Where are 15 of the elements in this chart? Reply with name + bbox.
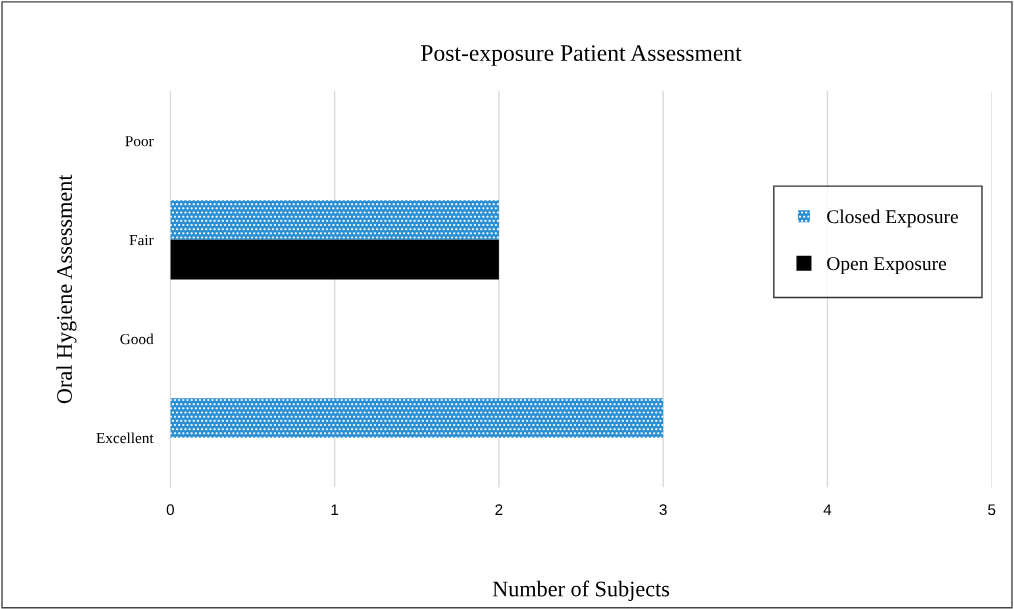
y-axis-title: Oral Hygiene Assessment: [56, 174, 77, 404]
y-tick-label: Excellent: [96, 432, 154, 444]
y-tick-label: Poor: [125, 136, 154, 147]
x-tick-label: 1: [331, 504, 339, 515]
chart-title: Post-exposure Patient Assessment: [421, 45, 742, 66]
x-tick-label: 0: [166, 504, 174, 516]
x-tick-label: 3: [659, 504, 667, 516]
x-tick-label: 4: [823, 504, 832, 515]
y-tick-label: Fair: [129, 234, 154, 246]
legend-label: Closed Exposure: [827, 209, 958, 228]
legend-label: Open Exposure: [827, 257, 947, 275]
y-tick-label: Good: [120, 333, 154, 345]
x-tick-label: 5: [988, 504, 996, 516]
x-axis-title: Number of Subjects: [492, 580, 670, 601]
x-tick-label: 2: [495, 504, 503, 515]
